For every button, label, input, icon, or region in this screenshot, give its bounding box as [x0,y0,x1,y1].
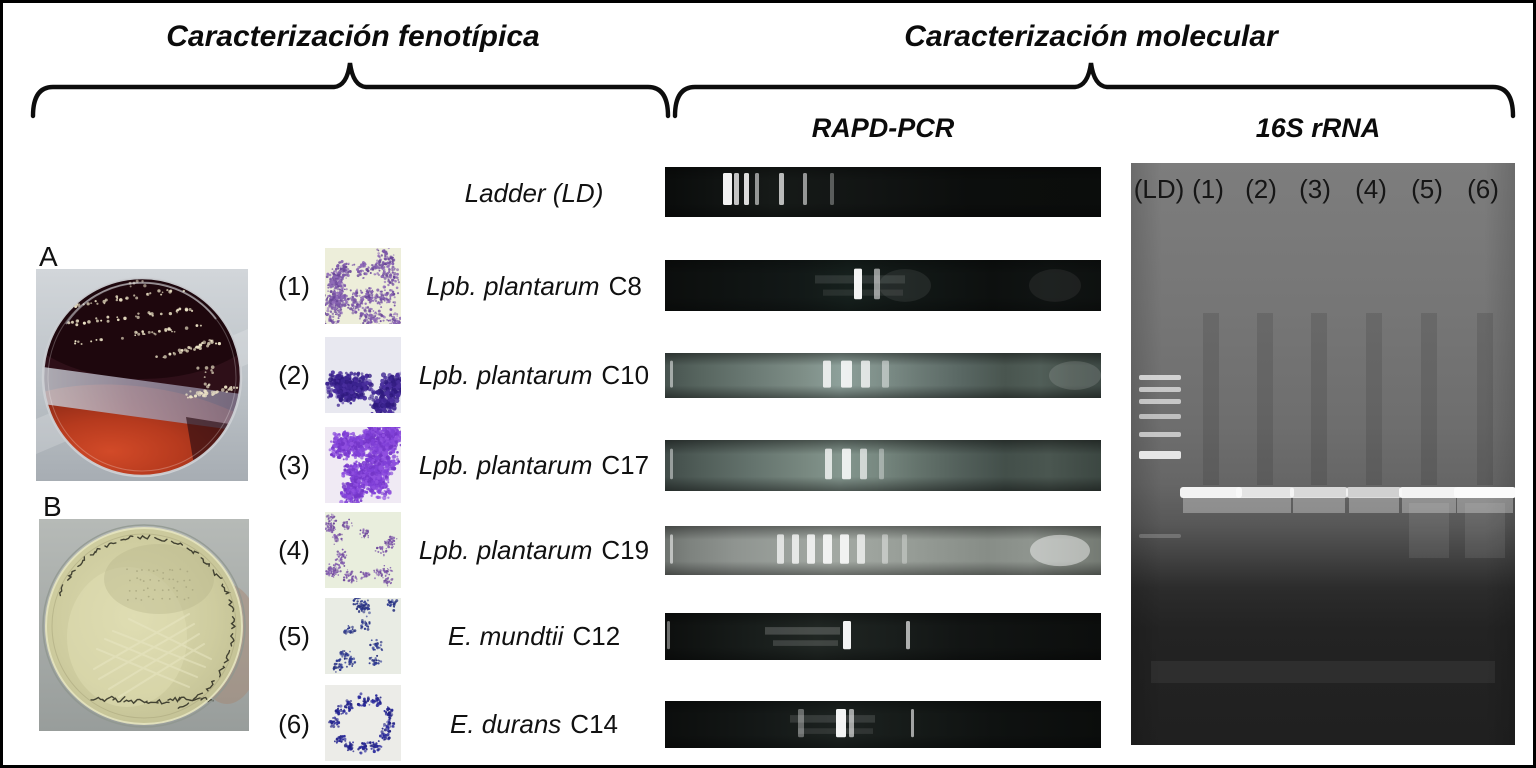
species-name: E. mundtii [447,621,564,651]
lane-label-2: (2) [1245,174,1277,204]
ladder-label: Ladder (LD) [464,178,604,208]
lane-label-6: (6) [1467,174,1499,204]
species-name: E. durans [450,709,562,739]
petri-dish-photo-a [36,269,248,481]
rapd-gel-strip-1 [665,260,1101,311]
brace-right [672,62,1516,119]
species-name: Lpb. plantarum [418,450,593,480]
row-number-3: (3) [278,450,310,480]
lane-label-ld: (LD) [1133,174,1185,204]
photo-label-a: A [39,241,58,272]
row-label-3: Lpb. plantarum C17 [403,449,665,481]
rapd-gel-strip-ladder [665,167,1101,217]
row-label-5: E. mundtii C12 [403,620,665,652]
lane-label-5: (5) [1411,174,1443,204]
row-number-1: (1) [278,271,310,301]
micrograph-5 [325,598,401,674]
species-name: Lpb. plantarum [418,535,593,565]
row-label-4: Lpb. plantarum C19 [403,534,665,566]
row-label-ladder: Ladder (LD) [403,177,665,209]
row-number-6: (6) [278,709,310,739]
row-label-2: Lpb. plantarum C10 [403,359,665,391]
micrograph-1 [325,248,401,324]
row-label-6: E. durans C14 [403,708,665,740]
lane-label-4: (4) [1355,174,1387,204]
row-number-2: (2) [278,360,310,390]
rapd-gel-strip-3 [665,440,1101,491]
row-number-4: (4) [278,535,310,565]
braces [30,62,1516,119]
lane-label-3: (3) [1299,174,1331,204]
micrograph-6 [325,685,401,761]
strain-code: C14 [570,709,618,739]
strain-code: C12 [572,621,621,651]
species-name: Lpb. plantarum [418,360,593,390]
strain-code: C8 [608,271,642,301]
gel-16s-photo [1131,163,1515,745]
method-label-16s-rrna: 16S rRNA [1255,113,1381,143]
lane-label-1: (1) [1192,174,1224,204]
petri-dish-photo-b [39,519,249,731]
section-title-phenotypic: Caracterización fenotípica [166,20,540,53]
rapd-gel-strip-6 [665,701,1101,748]
row-label-1: Lpb. plantarum C8 [403,270,665,302]
method-label-rapd-pcr: RAPD-PCR [811,113,955,143]
micrograph-4 [325,512,401,588]
micrograph-3 [325,427,401,503]
section-title-molecular: Caracterización molecular [904,20,1278,53]
rapd-gel-strip-2 [665,353,1101,398]
rapd-gel-strip-4 [665,526,1101,575]
strain-code: C17 [601,450,650,480]
strain-code: C19 [601,535,650,565]
row-number-5: (5) [278,621,310,651]
micrograph-2 [325,337,401,413]
strain-code: C10 [601,360,650,390]
photo-label-b: B [43,491,62,522]
rapd-gel-strip-5 [665,613,1101,660]
brace-left [30,62,671,119]
species-name: Lpb. plantarum [426,271,600,301]
